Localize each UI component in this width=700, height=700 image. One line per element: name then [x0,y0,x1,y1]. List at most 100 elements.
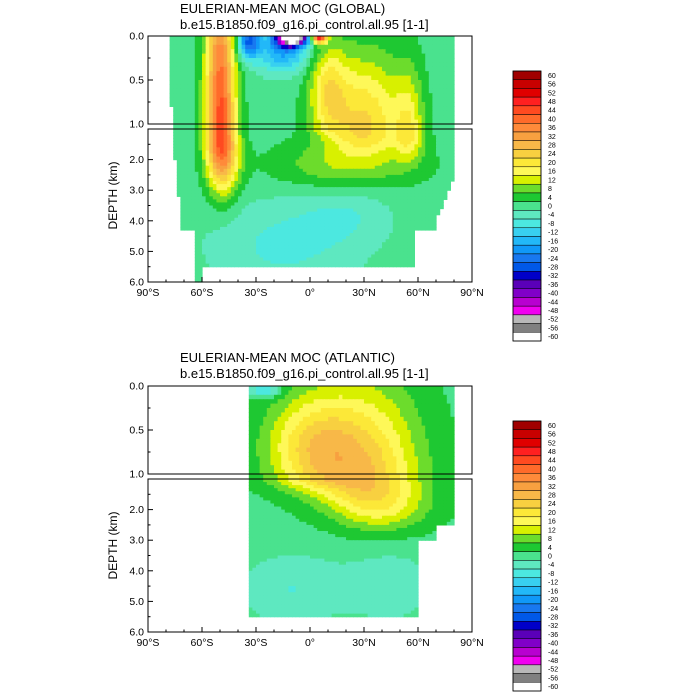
field-cell [245,97,250,103]
field-cell [324,242,329,246]
field-cell [324,49,329,55]
field-cell [389,141,394,145]
field-cell [230,36,235,41]
field-cell [245,80,250,85]
field-cell [209,66,214,72]
field-cell [425,177,430,182]
field-cell [432,80,437,85]
field-cell [252,106,257,112]
field-cell [432,97,437,103]
field-cell [346,93,351,99]
field-cell [349,66,354,72]
field-cell [230,124,235,133]
field-cell [439,66,444,72]
field-cell [367,202,372,207]
field-cell [198,193,203,197]
field-cell [284,49,289,55]
field-cell [378,49,383,55]
field-cell [295,84,300,90]
field-cell [414,75,419,81]
field-cell [320,229,325,234]
field-cell [324,66,329,72]
field-cell [248,190,253,194]
field-cell [270,199,275,204]
field-cell [274,144,279,148]
field-cell [410,184,415,188]
field-cell [270,254,275,259]
field-cell [173,147,178,152]
field-cell [360,190,365,194]
field-cell [173,106,178,112]
field-cell [324,62,329,68]
field-cell [320,196,325,200]
field-cell [230,135,235,139]
field-cell [396,214,401,219]
field-cell [338,248,343,252]
field-cell [202,147,207,152]
field-cell [324,245,329,249]
field-cell [212,236,217,240]
field-cell [245,248,250,252]
field-cell [335,159,340,164]
field-cell [342,156,347,161]
field-cell [328,242,333,246]
field-cell [360,171,365,176]
field-cell [356,257,361,262]
field-cell [320,202,325,207]
field-cell [342,132,347,136]
colorbar-label: 0 [548,204,552,211]
field-cell [425,119,430,125]
field-cell [410,88,415,94]
field-cell [238,75,243,81]
field-cell [374,71,379,77]
field-cell [245,251,250,256]
field-cell [367,62,372,68]
field-cell [274,58,279,63]
field-cell [360,153,365,158]
field-cell [270,190,275,194]
field-cell [439,124,444,133]
field-cell [328,40,333,46]
field-cell [331,106,336,112]
field-cell [410,75,415,81]
field-cell [356,187,361,191]
field-cell [241,138,246,142]
field-cell [306,263,311,268]
field-cell [421,84,426,90]
field-cell [194,165,199,170]
field-cell [439,193,444,197]
field-cell [331,263,336,268]
field-cell [295,93,300,99]
field-cell [389,233,394,237]
field-cell [209,214,214,219]
field-cell [173,80,178,85]
field-cell [198,49,203,55]
field-cell [187,226,192,231]
field-cell [317,171,322,176]
field-cell [245,254,250,259]
field-cell [428,88,433,94]
field-cell [245,66,250,72]
colorbar-swatch [512,149,542,159]
field-cell [194,44,199,50]
field-cell [252,93,257,99]
field-cell [367,84,372,90]
field-cell [202,88,207,94]
field-cell [446,168,451,173]
field-cell [302,199,307,204]
field-cell [310,174,315,179]
field-cell [396,124,401,133]
field-cell [266,156,271,161]
field-cell [212,184,217,188]
field-cell [202,150,207,155]
field-cell [378,66,383,72]
field-cell [364,110,369,116]
field-cell [259,58,264,63]
field-cell [266,66,271,72]
field-cell [349,84,354,90]
field-cell [346,162,351,167]
field-cell [313,162,318,167]
field-cell [443,106,448,112]
field-cell [349,181,354,185]
field-cell [212,220,217,225]
